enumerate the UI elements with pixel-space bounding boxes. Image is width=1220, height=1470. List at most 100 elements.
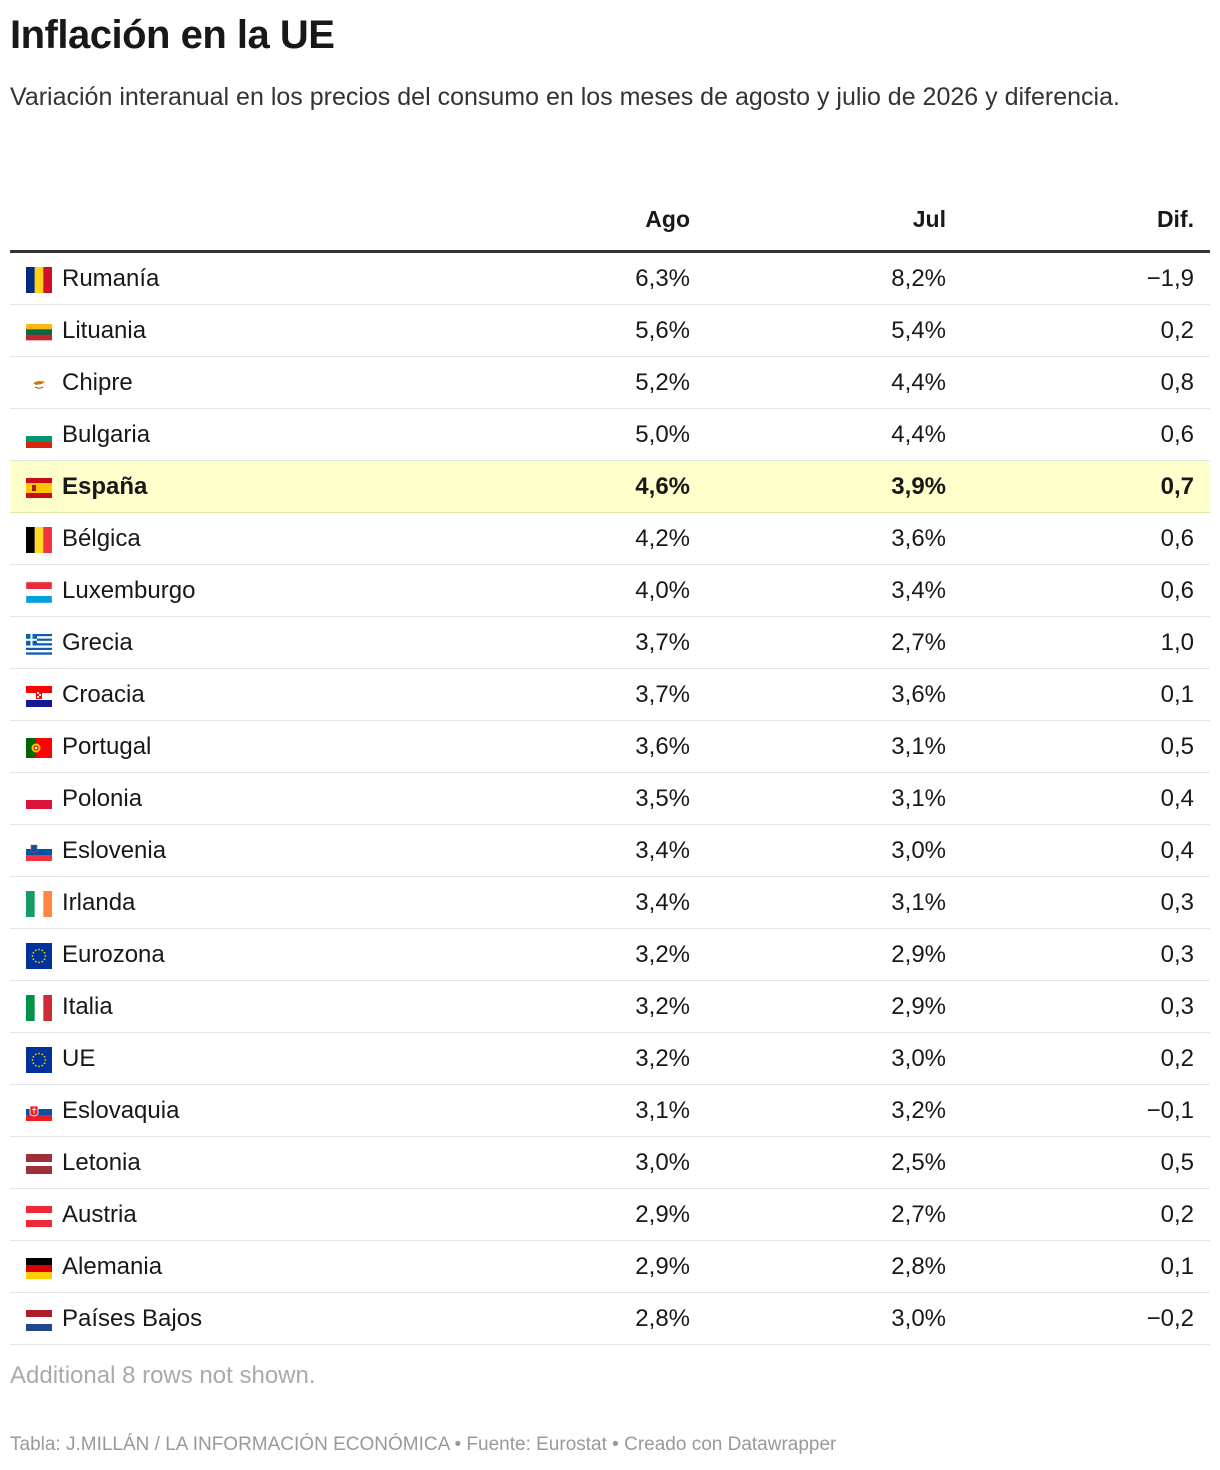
country-name: Alemania [62,1253,163,1280]
value-jul: 2,5% [891,1149,946,1176]
value-jul: 3,1% [891,733,946,760]
luxembourg-flag-icon [26,581,52,604]
column-header-ago[interactable]: Ago [645,206,690,232]
country-name: Portugal [62,733,152,760]
value-jul: 3,6% [891,681,946,708]
eu-flag-icon [26,1047,52,1073]
table-row: Eurozona 3,2% 2,9% 0,3 [10,929,1210,981]
country-name: Grecia [62,629,133,656]
chart-subtitle: Variación interanual en los precios del … [10,83,1120,111]
value-dif: 0,6 [1160,577,1194,604]
value-dif: 0,6 [1160,421,1194,448]
table-row: Croacia 3,7% 3,6% 0,1 [10,669,1210,721]
value-jul: 4,4% [891,369,946,396]
value-ago: 2,9% [635,1253,690,1280]
country-name: Chipre [62,369,133,396]
value-dif: −0,1 [1146,1097,1194,1124]
austria-flag-icon [26,1206,52,1227]
table-row: Bulgaria 5,0% 4,4% 0,6 [10,409,1210,461]
value-jul: 3,0% [891,1045,946,1072]
slovenia-flag-icon [26,843,52,861]
slovakia-flag-icon [26,1103,52,1121]
value-jul: 3,9% [891,473,946,500]
source-footer: Tabla: J.MILLÁN / LA INFORMACIÓN ECONÓMI… [10,1434,837,1455]
country-name: Austria [62,1201,137,1228]
value-jul: 2,9% [891,993,946,1020]
value-ago: 6,3% [635,265,690,292]
lithuania-flag-icon [26,324,52,341]
table-row: Lituania 5,6% 5,4% 0,2 [10,305,1210,357]
value-dif: 0,3 [1160,993,1194,1020]
table-row: Chipre 5,2% 4,4% 0,8 [10,357,1210,409]
value-jul: 4,4% [891,421,946,448]
value-ago: 3,4% [635,889,690,916]
rows-hidden-note[interactable]: Additional 8 rows not shown. [10,1362,316,1389]
value-dif: 0,4 [1160,785,1194,812]
value-ago: 3,2% [635,1045,690,1072]
country-name: Luxemburgo [62,577,196,604]
greece-flag-icon [26,634,52,655]
value-ago: 3,7% [635,629,690,656]
table-row: Luxemburgo 4,0% 3,4% 0,6 [10,565,1210,617]
value-ago: 3,0% [635,1149,690,1176]
portugal-flag-icon [26,738,52,758]
value-ago: 3,5% [635,785,690,812]
value-jul: 2,8% [891,1253,946,1280]
country-name: Italia [62,993,113,1020]
table-row: Bélgica 4,2% 3,6% 0,6 [10,513,1210,565]
column-header-jul[interactable]: Jul [912,206,946,232]
country-name: Países Bajos [62,1305,203,1332]
country-name: Bulgaria [62,421,151,448]
value-dif: 0,2 [1160,1201,1194,1228]
poland-flag-icon [26,792,52,809]
table-row: Eslovenia 3,4% 3,0% 0,4 [10,825,1210,877]
inflation-table: Ago Jul Dif. Rumanía 6,3% 8,2% −1,9 Lituania… [10,190,1210,1345]
value-dif: 0,3 [1160,889,1194,916]
table-row: Eslovaquia 3,1% 3,2% −0,1 [10,1085,1210,1137]
value-ago: 2,8% [635,1305,690,1332]
country-name: Eslovaquia [62,1097,180,1124]
value-dif: 0,3 [1160,941,1194,968]
value-jul: 2,7% [891,1201,946,1228]
country-name: Croacia [62,681,145,708]
value-ago: 4,6% [635,473,690,500]
value-jul: 3,0% [891,1305,946,1332]
cyprus-flag-icon [26,376,52,393]
chart-title: Inflación en la UE [10,13,335,57]
value-dif: 0,1 [1160,1253,1194,1280]
value-jul: 2,9% [891,941,946,968]
country-name: Rumanía [62,265,160,292]
value-ago: 3,1% [635,1097,690,1124]
value-ago: 4,0% [635,577,690,604]
value-jul: 5,4% [891,317,946,344]
value-dif: 0,7 [1160,473,1194,500]
country-name: Lituania [62,317,147,344]
table-row: Alemania 2,9% 2,8% 0,1 [10,1241,1210,1293]
value-dif: 0,5 [1160,733,1194,760]
value-ago: 4,2% [635,525,690,552]
column-header-dif[interactable]: Dif. [1156,206,1194,232]
table-row: Letonia 3,0% 2,5% 0,5 [10,1137,1210,1189]
netherlands-flag-icon [26,1310,52,1331]
bulgaria-flag-icon [26,430,52,448]
country-name: Eslovenia [62,837,167,864]
belgium-flag-icon [26,527,52,553]
value-jul: 3,1% [891,785,946,812]
table-row: Países Bajos 2,8% 3,0% −0,2 [10,1293,1210,1345]
value-jul: 3,2% [891,1097,946,1124]
table-header: Ago Jul Dif. [10,190,1210,253]
value-dif: 0,2 [1160,317,1194,344]
table-row: Portugal 3,6% 3,1% 0,5 [10,721,1210,773]
value-jul: 3,6% [891,525,946,552]
table-row: UE 3,2% 3,0% 0,2 [10,1033,1210,1085]
ireland-flag-icon [26,891,52,917]
table-row: Rumanía 6,3% 8,2% −1,9 [10,253,1210,305]
country-name: Irlanda [62,889,136,916]
country-name: UE [62,1045,96,1072]
value-jul: 2,7% [891,629,946,656]
value-ago: 5,2% [635,369,690,396]
value-ago: 3,2% [635,941,690,968]
value-jul: 3,0% [891,837,946,864]
value-dif: 0,5 [1160,1149,1194,1176]
country-name: Bélgica [62,525,141,552]
